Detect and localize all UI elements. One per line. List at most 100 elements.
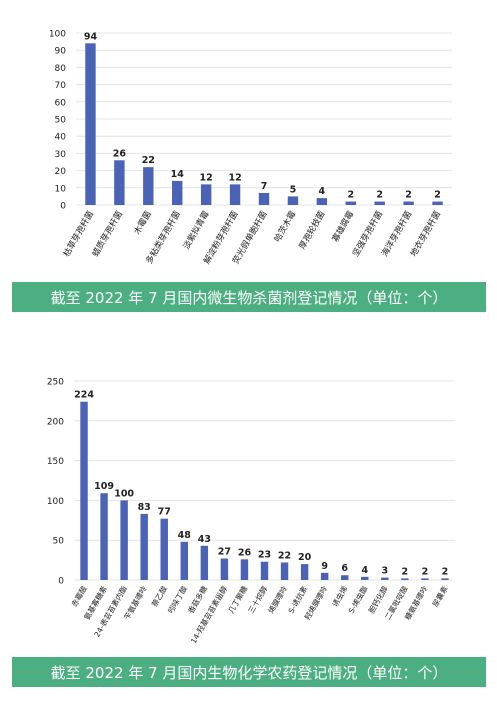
chart2-y-tick-label: 200 <box>47 417 64 427</box>
chart2-y-tick-label: 50 <box>53 537 65 547</box>
chart2-bar <box>361 576 369 580</box>
chart2-bar <box>341 575 349 580</box>
chart1-category-label: 地衣芽孢杆菌 <box>408 209 443 259</box>
chart1-category-label: 海洋芽孢杆菌 <box>379 209 414 259</box>
chart1-y-tick-label: 100 <box>49 30 66 40</box>
chart2-data-label: 100 <box>114 488 134 499</box>
chart1-bar <box>200 184 212 205</box>
chart1-bar <box>432 201 443 205</box>
chart1-data-label: 26 <box>113 148 127 159</box>
chart1-category-label: 蜡质芽孢杆菌 <box>90 209 125 259</box>
chart1-data-label: 12 <box>228 172 241 183</box>
chart-microbial-fungicides: 0 10 20 30 40 50 60 70 80 90 100 94 枯草芽孢杆菌 26 蜡质芽孢杆菌 22… <box>0 0 497 312</box>
chart2-data-label: 6 <box>341 563 348 574</box>
chart2-y-tick-label: 0 <box>58 577 64 587</box>
chart2-bar <box>320 572 329 580</box>
chart2-bar <box>381 577 389 580</box>
chart2-category-label: 尿囊素 <box>430 584 450 609</box>
chart1-bar <box>172 180 183 205</box>
chart2-plot: 050100150200250224赤霉酸109氨基寡糖素10024-表芸苔素内… <box>47 378 455 645</box>
chart1-data-label: 14 <box>171 169 185 180</box>
chart2-bar <box>421 578 429 580</box>
chart1-bar <box>114 160 125 205</box>
chart2-title: 截至 2022 年 7 月国内生物化学农药登记情况（单位：个） <box>12 657 486 687</box>
chart2-data-label: 26 <box>238 547 252 558</box>
chart1-data-label: 94 <box>84 31 98 42</box>
chart2-data-label: 43 <box>198 534 211 545</box>
chart2-category-label: 赤霉酸 <box>69 584 89 609</box>
chart1-bar <box>258 192 270 205</box>
chart2-y-tick-label: 150 <box>47 457 64 467</box>
chart2-bar <box>120 500 128 580</box>
chart2-bar <box>401 578 409 580</box>
chart1-bar <box>287 196 299 205</box>
chart2-bar <box>260 561 269 580</box>
chart1-bar <box>403 201 414 205</box>
chart1-category-label: 淡紫拟青霉 <box>181 209 212 252</box>
chart1-category-label: 枯草芽孢杆菌 <box>61 209 96 259</box>
chart1-category-label: 木霉菌 <box>132 209 154 237</box>
chart2-data-label: 9 <box>321 561 328 572</box>
chart1-y-tick-label: 20 <box>55 167 67 177</box>
chart2-bar <box>280 562 289 580</box>
chart1-bar <box>85 43 96 205</box>
chart1-category-label: 厚孢轮枝菌 <box>297 209 328 251</box>
chart1-data-label: 4 <box>319 186 326 197</box>
chart1-bar <box>316 198 328 205</box>
chart1-y-tick-label: 50 <box>55 116 67 126</box>
chart2-data-label: 4 <box>361 565 368 576</box>
chart2-data-label: 77 <box>158 507 171 518</box>
chart2-data-label: 3 <box>382 566 389 577</box>
chart1-y-tick-label: 80 <box>55 64 67 74</box>
chart1-y-tick-label: 70 <box>55 81 67 91</box>
chart1-data-label: 5 <box>290 184 297 195</box>
chart2-bar <box>140 513 148 580</box>
chart2-data-label: 20 <box>298 552 312 563</box>
chart2-bar <box>100 493 108 580</box>
chart1-bar <box>143 167 154 205</box>
chart2-data-label: 224 <box>74 390 94 401</box>
chart2-bar <box>220 558 229 580</box>
chart1-y-tick-label: 90 <box>55 47 67 57</box>
chart1-data-label: 22 <box>142 155 155 166</box>
chart1-category-label: 寡雄腐霉 <box>330 209 357 244</box>
chart1-data-label: 2 <box>376 190 383 201</box>
chart1-data-label: 2 <box>434 190 441 201</box>
chart2-data-label: 2 <box>442 566 449 577</box>
chart1-category-label: 坚强芽孢杆菌 <box>350 209 385 259</box>
chart2-data-label: 48 <box>178 530 192 541</box>
chart1-y-tick-label: 30 <box>55 150 67 160</box>
chart2-bar <box>300 564 309 580</box>
chart2-data-label: 2 <box>422 566 429 577</box>
chart1-bar <box>374 201 385 205</box>
chart2-bar <box>180 541 188 580</box>
chart1-category-label: 哈茨木霉 <box>272 209 299 244</box>
chart2-bar <box>240 559 249 580</box>
chart2-y-tick-label: 100 <box>47 497 64 507</box>
chart2-data-label: 23 <box>258 550 271 561</box>
chart1-data-label: 2 <box>347 190 354 201</box>
chart2-y-tick-label: 250 <box>47 378 64 388</box>
chart1-data-label: 7 <box>261 181 268 192</box>
chart2-data-label: 2 <box>402 566 409 577</box>
chart2-data-label: 83 <box>138 502 151 513</box>
chart2-data-label: 109 <box>94 481 114 492</box>
chart2-bar <box>200 545 209 580</box>
chart1-data-label: 12 <box>200 172 213 183</box>
chart2-category-label: 萘乙酸 <box>149 584 169 609</box>
chart1-y-tick-label: 40 <box>55 133 67 143</box>
chart1-y-tick-label: 0 <box>60 202 66 212</box>
chart2-data-label: 27 <box>218 547 231 558</box>
chart2-category-label: 诱虫烯 <box>330 584 350 609</box>
chart2-bar <box>160 518 168 580</box>
chart1-y-tick-label: 60 <box>55 98 67 108</box>
chart1-title: 截至 2022 年 7 月国内微生物杀菌剂登记情况（单位：个） <box>12 282 486 312</box>
chart1-bar <box>345 201 356 205</box>
chart-biochemical-pesticides: 0 50 100 150 200 250 224 赤霉酸 109 氨基寡糖素 100 24-表芸苔素内… <box>0 360 497 690</box>
chart2-bar <box>80 401 88 580</box>
chart1-y-tick-label: 10 <box>55 184 67 194</box>
chart2-bar <box>441 578 449 580</box>
chart1-bar <box>229 184 241 205</box>
chart1-data-label: 2 <box>405 190 412 201</box>
